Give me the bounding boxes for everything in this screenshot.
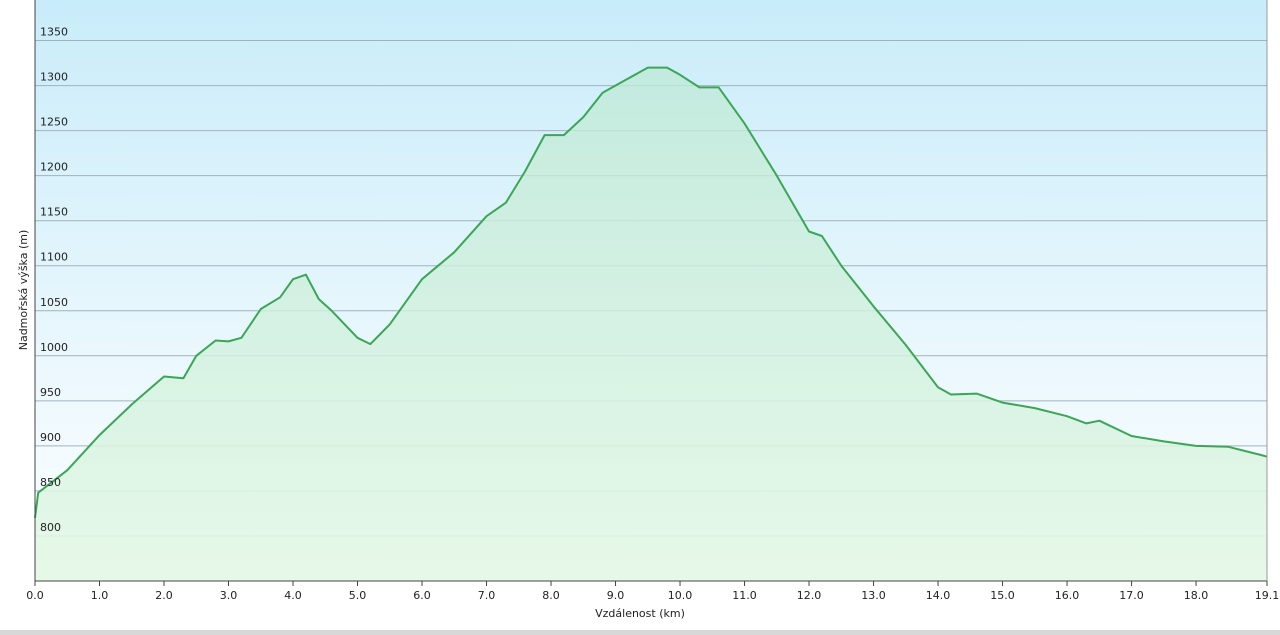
x-tick-label: 16.0 xyxy=(1055,589,1080,602)
x-axis-label: Vzdálenost (km) xyxy=(595,607,685,620)
y-tick-label: 800 xyxy=(40,521,61,534)
x-tick-label: 15.0 xyxy=(990,589,1015,602)
y-tick-label: 850 xyxy=(40,476,61,489)
x-tick-label: 19.1 xyxy=(1255,589,1280,602)
x-tick-label: 3.0 xyxy=(220,589,238,602)
elevation-line xyxy=(34,66,1268,519)
x-tick-label: 13.0 xyxy=(861,589,886,602)
x-tick-label: 12.0 xyxy=(797,589,822,602)
x-tick-label: 6.0 xyxy=(413,589,431,602)
x-tick-label: 7.0 xyxy=(478,589,496,602)
y-tick-label: 1300 xyxy=(40,71,68,84)
x-tick-label: 9.0 xyxy=(607,589,625,602)
y-tick-label: 1050 xyxy=(40,296,68,309)
x-tick-label: 17.0 xyxy=(1119,589,1144,602)
window-edge xyxy=(0,630,1280,635)
area-fill xyxy=(35,67,1267,582)
x-tick-label: 1.0 xyxy=(91,589,109,602)
x-tick-label: 10.0 xyxy=(668,589,693,602)
y-axis-label: Nadmořská výška (m) xyxy=(17,230,30,351)
x-tick-label: 14.0 xyxy=(926,589,951,602)
y-tick-label: 1100 xyxy=(40,251,68,264)
x-tick-label: 5.0 xyxy=(349,589,367,602)
x-tick-label: 2.0 xyxy=(155,589,173,602)
x-tick-label: 0.0 xyxy=(26,589,44,602)
y-tick-label: 1000 xyxy=(40,341,68,354)
y-tick-label: 1350 xyxy=(40,26,68,39)
y-tick-label: 1200 xyxy=(40,161,68,174)
y-tick-label: 1250 xyxy=(40,116,68,129)
y-tick-label: 1150 xyxy=(40,206,68,219)
x-tick-label: 4.0 xyxy=(284,589,302,602)
x-tick-label: 8.0 xyxy=(542,589,560,602)
x-tick-label: 11.0 xyxy=(732,589,757,602)
x-tick-label: 18.0 xyxy=(1184,589,1209,602)
y-tick-label: 950 xyxy=(40,386,61,399)
y-tick-label: 900 xyxy=(40,431,61,444)
